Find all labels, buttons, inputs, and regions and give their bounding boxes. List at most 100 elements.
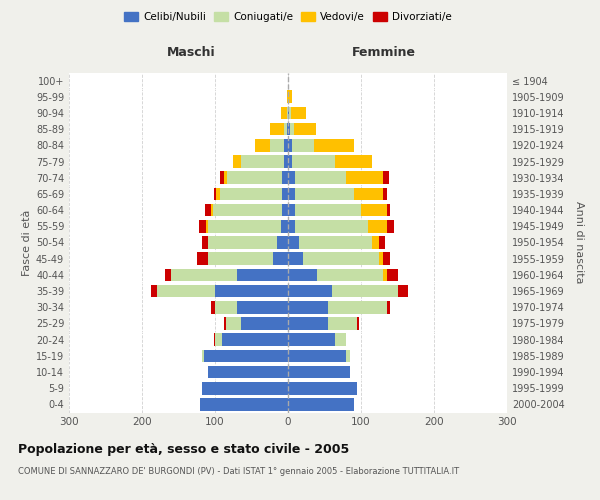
Bar <box>288 334 346 346</box>
Bar <box>202 382 288 394</box>
Bar <box>282 204 288 216</box>
Bar <box>288 285 398 298</box>
Bar <box>288 317 359 330</box>
Bar <box>288 317 358 330</box>
Bar <box>282 188 288 200</box>
Bar <box>288 285 398 298</box>
Bar <box>284 139 288 151</box>
Bar <box>288 155 372 168</box>
Bar <box>233 155 288 168</box>
Bar <box>237 301 288 314</box>
Bar <box>288 301 386 314</box>
Bar <box>288 220 368 232</box>
Bar <box>288 285 332 298</box>
Bar <box>288 334 346 346</box>
Bar <box>288 268 317 281</box>
Bar <box>288 188 383 200</box>
Bar <box>288 398 354 410</box>
Bar <box>157 285 288 298</box>
Bar <box>288 204 386 216</box>
Bar <box>288 301 328 314</box>
Bar <box>277 236 288 249</box>
Bar <box>288 188 386 200</box>
Bar <box>227 172 288 184</box>
Bar <box>202 350 288 362</box>
Bar <box>224 317 288 330</box>
Bar <box>288 139 354 151</box>
Bar <box>202 382 288 394</box>
Text: COMUNE DI SANNAZZARO DE' BURGONDI (PV) - Dati ISTAT 1° gennaio 2005 - Elaborazio: COMUNE DI SANNAZZARO DE' BURGONDI (PV) -… <box>18 468 459 476</box>
Bar <box>288 172 383 184</box>
Bar <box>288 350 346 362</box>
Bar <box>166 268 288 281</box>
Bar <box>241 317 288 330</box>
Bar <box>288 155 292 168</box>
Bar <box>288 398 354 410</box>
Bar <box>288 366 350 378</box>
Bar <box>288 236 372 249</box>
Bar <box>226 317 288 330</box>
Bar <box>288 106 291 120</box>
Bar <box>288 123 316 136</box>
Bar <box>270 123 288 136</box>
Bar <box>200 398 288 410</box>
Bar <box>288 220 394 232</box>
Bar <box>208 366 288 378</box>
Bar <box>284 155 288 168</box>
Text: Maschi: Maschi <box>167 46 216 59</box>
Bar <box>282 172 288 184</box>
Bar <box>288 398 354 410</box>
Bar <box>288 172 346 184</box>
Bar <box>288 366 350 378</box>
Bar <box>288 90 292 103</box>
Bar <box>217 188 288 200</box>
Bar <box>288 236 385 249</box>
Bar <box>241 155 288 168</box>
Bar <box>206 220 288 232</box>
Bar <box>208 236 288 249</box>
Bar <box>288 382 358 394</box>
Bar <box>215 301 288 314</box>
Bar <box>287 90 288 103</box>
Bar <box>288 301 390 314</box>
Bar <box>215 334 288 346</box>
Bar <box>288 90 292 103</box>
Bar <box>215 301 288 314</box>
Bar <box>202 382 288 394</box>
Bar <box>200 398 288 410</box>
Bar <box>288 366 350 378</box>
Bar <box>202 382 288 394</box>
Y-axis label: Fasce di età: Fasce di età <box>22 210 32 276</box>
Bar <box>288 366 350 378</box>
Bar <box>214 188 288 200</box>
Bar <box>288 334 346 346</box>
Bar <box>202 236 288 249</box>
Bar <box>287 90 288 103</box>
Bar <box>287 106 288 120</box>
Bar <box>202 350 288 362</box>
Bar <box>288 139 354 151</box>
Bar <box>288 285 409 298</box>
Bar <box>211 301 288 314</box>
Bar <box>220 188 288 200</box>
Bar <box>284 123 288 136</box>
Bar <box>288 204 390 216</box>
Bar <box>288 188 295 200</box>
Bar <box>288 350 350 362</box>
Bar <box>288 252 390 265</box>
Bar <box>288 188 354 200</box>
Bar <box>224 172 288 184</box>
Bar <box>208 220 288 232</box>
Bar <box>288 252 379 265</box>
Text: Femmine: Femmine <box>352 46 416 59</box>
Bar <box>288 155 372 168</box>
Bar <box>197 252 288 265</box>
Bar <box>215 334 288 346</box>
Bar <box>288 236 379 249</box>
Bar <box>288 301 386 314</box>
Bar <box>208 236 288 249</box>
Y-axis label: Anni di nascita: Anni di nascita <box>574 201 584 283</box>
Bar <box>288 220 386 232</box>
Bar <box>288 106 289 120</box>
Bar <box>200 398 288 410</box>
